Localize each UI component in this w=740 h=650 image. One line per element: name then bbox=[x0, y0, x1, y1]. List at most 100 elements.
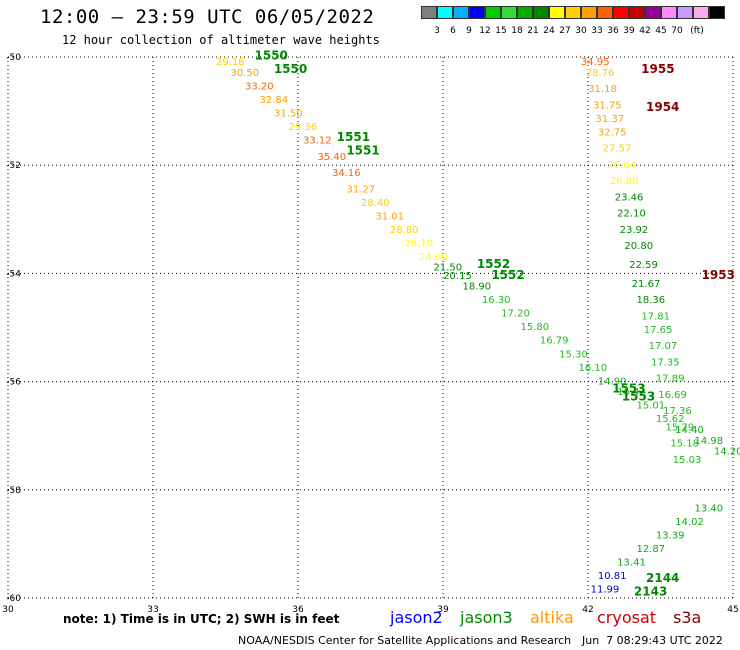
swh-value: 30.50 bbox=[231, 68, 260, 79]
swh-value: 31.75 bbox=[593, 100, 622, 111]
swh-value: 17.36 bbox=[663, 406, 692, 417]
scale-label: 21 bbox=[527, 26, 539, 36]
swh-value: 31.01 bbox=[376, 211, 405, 222]
swh-value: 14.40 bbox=[675, 425, 704, 436]
chart-title: 12:00 — 23:59 UTC 06/05/2022 bbox=[40, 6, 375, 28]
swh-value: 18.90 bbox=[463, 282, 492, 293]
scale-swatch bbox=[421, 6, 437, 19]
swh-value: 34.16 bbox=[332, 168, 361, 179]
x-tick-label: 30 bbox=[2, 605, 14, 615]
legend-jason3: jason3 bbox=[460, 608, 513, 627]
swh-value: 17.89 bbox=[656, 374, 685, 385]
swh-value: 10.81 bbox=[598, 571, 627, 582]
swh-value: 13.39 bbox=[656, 530, 685, 541]
swh-value: 11.99 bbox=[591, 585, 620, 596]
scale-swatch bbox=[549, 6, 565, 19]
pass-time-label: 1552 bbox=[477, 257, 510, 271]
plot-axes: 30 33 36 39 42 45 -50 -52 -54 -56 -58 -60 bbox=[2, 53, 738, 615]
pass-time-label: 1550 bbox=[255, 49, 288, 63]
swh-value: 17.81 bbox=[641, 311, 670, 322]
swh-value: 14.02 bbox=[675, 517, 704, 528]
pass-time-label: 2143 bbox=[634, 584, 667, 598]
legend-altika: altika bbox=[530, 608, 574, 627]
swh-value: 15.18 bbox=[670, 439, 699, 450]
pass-time-label: 1954 bbox=[646, 100, 679, 114]
pass-time-label: 1953 bbox=[702, 268, 735, 282]
scale-swatch bbox=[485, 6, 501, 19]
swh-value: 21.67 bbox=[632, 279, 661, 290]
scale-swatch bbox=[629, 6, 645, 19]
swh-value: 14.20 bbox=[714, 447, 740, 458]
swh-value: 21.50 bbox=[434, 263, 463, 274]
y-tick-label: -56 bbox=[6, 378, 21, 388]
y-tick-label: -52 bbox=[6, 161, 21, 171]
swh-value: 31.50 bbox=[274, 109, 303, 120]
swh-value: 26.88 bbox=[610, 176, 639, 187]
scale-label: 30 bbox=[575, 26, 587, 36]
scale-label: 18 bbox=[511, 26, 523, 36]
swh-value: 15.03 bbox=[673, 455, 702, 466]
scale-swatch bbox=[453, 6, 469, 19]
scale-unit: (ft) bbox=[690, 26, 704, 36]
swh-value: 35.40 bbox=[318, 152, 347, 163]
scale-label: 36 bbox=[607, 26, 619, 36]
scale-swatch bbox=[613, 6, 629, 19]
swh-value: 33.12 bbox=[303, 136, 332, 147]
scale-swatch bbox=[581, 6, 597, 19]
swh-value: 18.36 bbox=[637, 295, 666, 306]
timestamp: Jun 7 08:29:43 UTC 2022 bbox=[582, 634, 723, 647]
swh-value: 26.10 bbox=[405, 238, 434, 249]
x-tick-label: 42 bbox=[582, 605, 593, 615]
scale-swatch bbox=[677, 6, 693, 19]
pass-time-label: 1553 bbox=[622, 390, 655, 404]
x-tick-label: 36 bbox=[292, 605, 304, 615]
swh-value: 15.79 bbox=[666, 422, 695, 433]
pass-time-label: 2144 bbox=[646, 571, 679, 585]
swh-value: 16.79 bbox=[540, 336, 569, 347]
swh-value: 34.95 bbox=[581, 57, 610, 68]
swh-value: 16.69 bbox=[658, 390, 687, 401]
note-text: note: 1) Time is in UTC; 2) SWH is in fe… bbox=[63, 612, 340, 626]
scale-swatch bbox=[565, 6, 581, 19]
x-tick-label: 45 bbox=[727, 605, 738, 615]
swh-value: 13.41 bbox=[617, 558, 646, 569]
scale-swatch bbox=[437, 6, 453, 19]
swh-value: 17.07 bbox=[649, 341, 678, 352]
x-tick-label: 39 bbox=[437, 605, 449, 615]
swh-value: 28.80 bbox=[390, 225, 419, 236]
swh-value: 20.15 bbox=[443, 271, 472, 282]
swh-value: 32.75 bbox=[598, 127, 627, 138]
swh-value: 14.98 bbox=[695, 436, 724, 447]
scale-swatch bbox=[501, 6, 517, 19]
scale-swatch bbox=[469, 6, 485, 19]
scale-swatch bbox=[597, 6, 613, 19]
scale-swatch bbox=[517, 6, 533, 19]
plot-grid bbox=[7, 56, 734, 599]
swh-value: 16.42 bbox=[617, 387, 646, 398]
legend-s3a: s3a bbox=[673, 608, 702, 627]
swh-value: 15.62 bbox=[656, 414, 685, 425]
swh-value: 26.64 bbox=[608, 160, 637, 171]
swh-value: 16.10 bbox=[579, 363, 608, 374]
scale-label: 3 bbox=[434, 26, 440, 36]
swh-value: 32.84 bbox=[260, 95, 289, 106]
swh-value: 15.80 bbox=[521, 322, 550, 333]
scale-swatch bbox=[709, 6, 725, 19]
y-tick-label: -54 bbox=[6, 269, 21, 279]
scale-label: 70 bbox=[671, 26, 683, 36]
swh-value: 31.18 bbox=[588, 84, 617, 95]
swh-value: 33.20 bbox=[245, 81, 274, 92]
swh-value: 29.18 bbox=[216, 57, 245, 68]
pass-time-label: 1550 bbox=[274, 62, 307, 76]
y-tick-label: -50 bbox=[6, 53, 21, 63]
scale-swatch bbox=[645, 6, 661, 19]
chart-subtitle: 12 hour collection of altimeter wave hei… bbox=[62, 33, 380, 47]
legend-cryosat: cryosat bbox=[597, 608, 657, 627]
swh-value: 31.27 bbox=[347, 184, 376, 195]
swh-value: 28.76 bbox=[586, 68, 615, 79]
scale-label: 15 bbox=[495, 26, 507, 36]
scale-swatch bbox=[533, 6, 549, 19]
